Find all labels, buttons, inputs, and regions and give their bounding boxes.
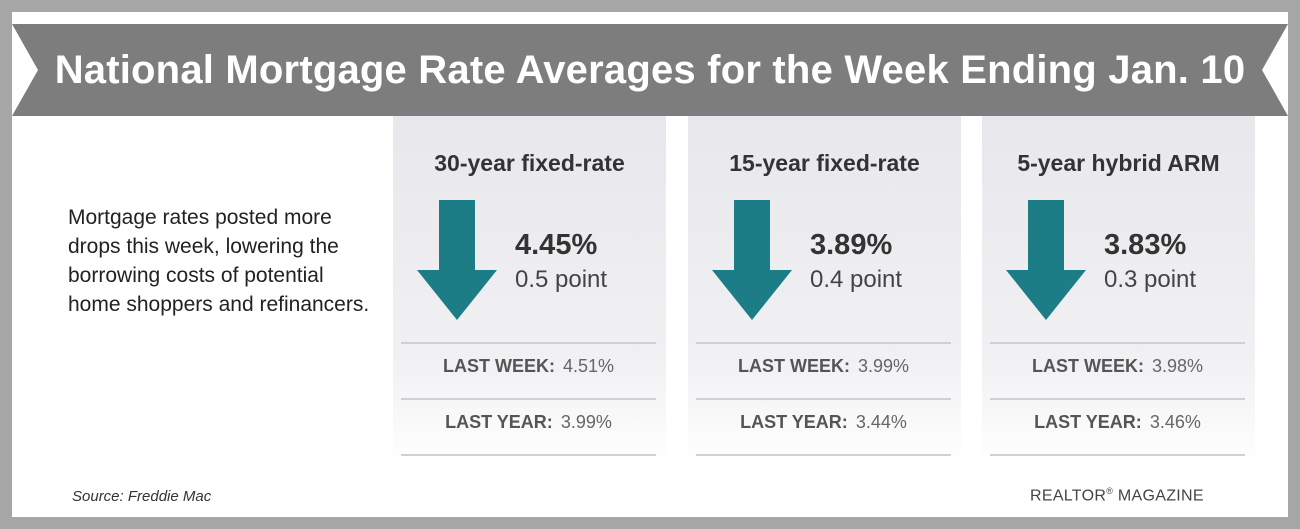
last-year-value: 3.46% <box>1149 411 1201 432</box>
bottom-divider <box>696 454 951 456</box>
bottom-divider <box>990 454 1245 456</box>
down-arrow-icon <box>417 200 497 320</box>
bottom-divider <box>401 454 656 456</box>
registered-mark: ® <box>1106 486 1114 496</box>
last-week-row: LAST WEEK: 4.51% <box>401 342 656 388</box>
panel-title: 30-year fixed-rate <box>434 150 625 176</box>
publisher-brand: REALTOR® MAGAZINE <box>1030 486 1204 505</box>
current-rate: 3.89% <box>810 229 893 261</box>
down-arrow-icon <box>712 200 792 320</box>
last-year-value: 3.99% <box>560 411 612 432</box>
last-week-value: 4.51% <box>562 355 615 376</box>
current-rate: 4.45% <box>515 229 598 261</box>
last-week-value: 3.99% <box>857 355 910 376</box>
panel-title: 15-year fixed-rate <box>729 150 920 176</box>
last-year-value: 3.44% <box>855 411 907 432</box>
last-week-label: LAST WEEK: <box>737 355 850 376</box>
panel-title: 5-year hybrid ARM <box>1017 150 1220 176</box>
last-week-row: LAST WEEK: 3.99% <box>696 342 951 388</box>
intro-text: Mortgage rates posted more drops this we… <box>68 206 370 316</box>
brand-suffix: MAGAZINE <box>1113 487 1204 505</box>
current-rate: 3.83% <box>1104 229 1187 261</box>
last-week-label: LAST WEEK: <box>442 355 555 376</box>
last-year-row: LAST YEAR: 3.44% <box>696 398 951 444</box>
last-week-label: LAST WEEK: <box>1031 355 1144 376</box>
rate-change: 0.4 point <box>810 266 903 293</box>
last-week-row: LAST WEEK: 3.98% <box>990 342 1245 388</box>
last-year-label: LAST YEAR: <box>740 411 848 432</box>
page-title: National Mortgage Rate Averages for the … <box>54 47 1246 92</box>
rate-change: 0.3 point <box>1104 266 1197 293</box>
banner-ribbon-shape <box>12 24 1288 116</box>
last-year-row: LAST YEAR: 3.99% <box>401 398 656 444</box>
last-week-value: 3.98% <box>1151 355 1204 376</box>
title-banner: National Mortgage Rate Averages for the … <box>12 24 1288 116</box>
source-note: Source: Freddie Mac <box>72 488 212 505</box>
rate-change: 0.5 point <box>515 266 608 293</box>
brand-name: REALTOR <box>1030 487 1107 505</box>
last-year-row: LAST YEAR: 3.46% <box>990 398 1245 444</box>
down-arrow-icon <box>1006 200 1086 320</box>
last-year-label: LAST YEAR: <box>1034 411 1142 432</box>
rate-panel-15-year: 15-year fixed-rate 3.89% 0.4 point LAST … <box>688 116 961 465</box>
rate-panel-30-year: 30-year fixed-rate 4.45% 0.5 point LAST … <box>393 116 666 465</box>
rate-panel-5-year-arm: 5-year hybrid ARM 3.83% 0.3 point LAST W… <box>982 116 1255 465</box>
last-year-label: LAST YEAR: <box>445 411 553 432</box>
